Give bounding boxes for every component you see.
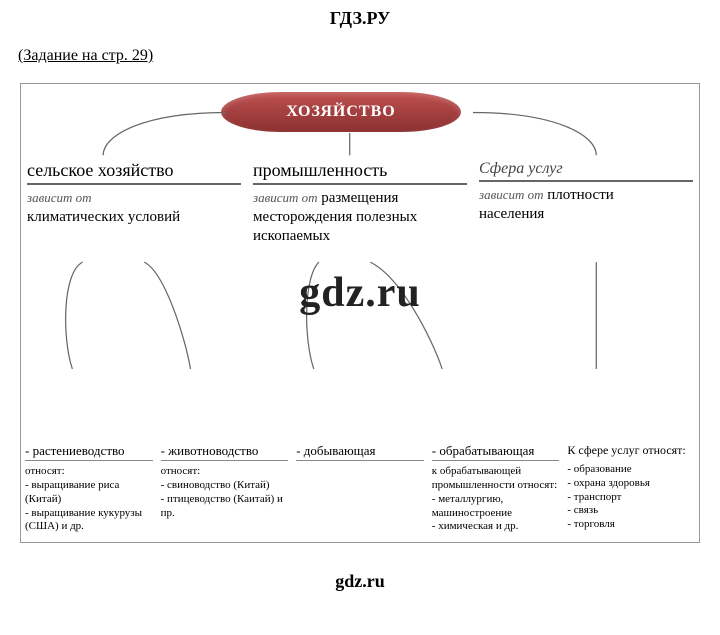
branch-title: сельское хозяйство — [27, 160, 241, 185]
branch-body: месторождения полезных ископаемых — [253, 208, 467, 246]
leaf-header: - добывающая — [296, 443, 424, 461]
leaf-row: - растениеводство относят: - выращивание… — [21, 441, 699, 536]
depends-label: зависит от — [27, 190, 92, 205]
footer-brand: gdz.ru — [0, 571, 720, 592]
branch-industry: промышленность зависит от размещения мес… — [247, 156, 473, 255]
branch-title: промышленность — [253, 160, 467, 185]
leaf-services-list: К сфере услуг относят: - образование- ох… — [563, 441, 699, 536]
leaf-header: К сфере услуг относят: — [567, 443, 695, 459]
leaf-sub: к обрабатывающей промышленности относят: — [432, 465, 560, 493]
leaf-sub: относят: — [25, 465, 153, 479]
leaf-crop-farming: - растениеводство относят: - выращивание… — [21, 441, 157, 536]
depends-label: зависит от — [479, 187, 544, 202]
branch-body: климатических условий — [27, 208, 241, 227]
root-node: ХОЗЯЙСТВО — [221, 92, 461, 132]
leaf-list: - выращивание риса (Китай)- выращивание … — [25, 479, 153, 534]
leaf-sub: относят: — [161, 465, 289, 479]
leaf-header: - животноводство — [161, 443, 289, 461]
page: ГДЗ.РУ (Задание на стр. 29) ХОЗЯЙСТВО се… — [0, 0, 720, 635]
branch-agriculture: сельское хозяйство зависит от климатичес… — [21, 156, 247, 255]
diagram-container: ХОЗЯЙСТВО сельское хозяйство зависит от … — [20, 83, 700, 543]
leaf-header: - растениеводство — [25, 443, 153, 461]
leaf-header: - обрабатывающая — [432, 443, 560, 461]
depends-label: зависит от — [253, 190, 318, 205]
site-title: ГДЗ.РУ — [0, 0, 720, 29]
leaf-extractive: - добывающая — [292, 441, 428, 536]
branch-body: населения — [479, 205, 693, 224]
leaf-manufacturing: - обрабатывающая к обрабатывающей промыш… — [428, 441, 564, 536]
leaf-list: - свиноводство (Китай)- птицеводство (Ка… — [161, 479, 289, 520]
depends-text: размещения — [321, 190, 398, 206]
depends-text: плотности — [547, 187, 614, 203]
branch-services: Сфера услуг зависит от плотности населен… — [473, 156, 699, 255]
task-link[interactable]: (Задание на стр. 29) — [0, 29, 720, 65]
watermark-text: gdz.ru — [21, 269, 699, 317]
branch-title: Сфера услуг — [479, 160, 693, 182]
leaf-list: - металлургию, машиностроение- химическа… — [432, 493, 560, 534]
leaf-livestock: - животноводство относят: - свиноводство… — [157, 441, 293, 536]
mid-row: сельское хозяйство зависит от климатичес… — [21, 156, 699, 255]
leaf-list: - образование- охрана здоровья- транспор… — [567, 463, 695, 532]
